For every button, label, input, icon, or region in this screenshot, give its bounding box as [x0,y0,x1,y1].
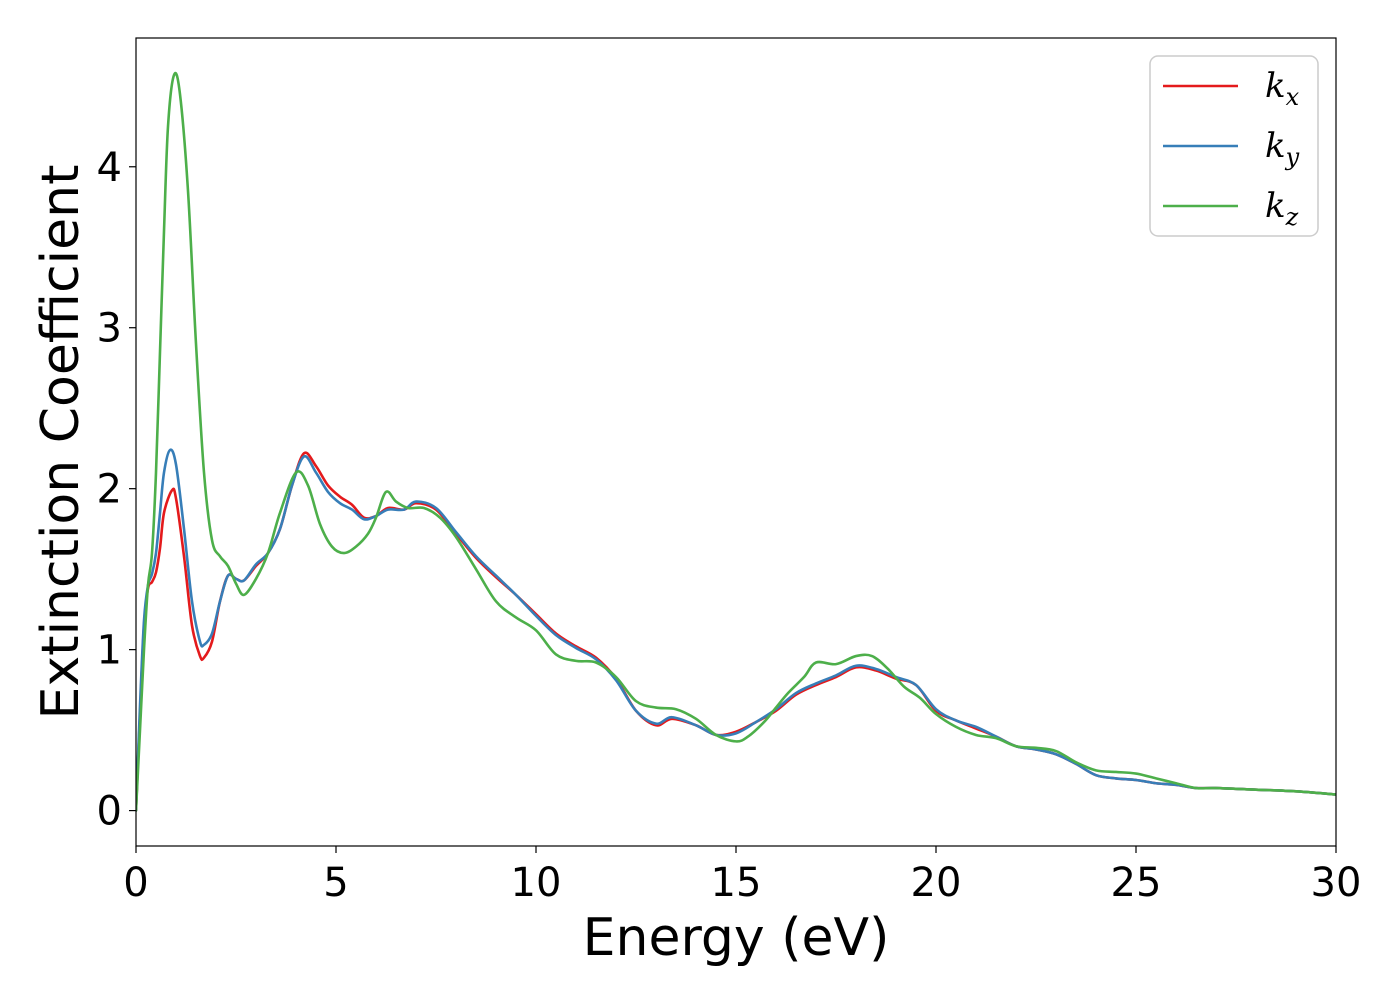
series-line-z [136,71,1336,812]
legend-label-x: kx [1265,66,1300,111]
y-tick-label: 4 [97,145,122,191]
legend: kx ky kz [1149,55,1319,237]
x-tick-label: 10 [511,860,562,906]
x-tick-label: 25 [1111,860,1162,906]
y-tick-label: 0 [97,789,122,835]
y-tick-label: 3 [97,306,122,352]
x-axis: 0 5 10 15 20 25 30 [123,846,1361,906]
x-tick-label: 5 [323,860,348,906]
x-tick-label: 15 [711,860,762,906]
x-axis-title: Energy (eV) [583,908,890,968]
legend-label-z: kz [1265,186,1299,231]
x-tick-label: 0 [123,860,148,906]
legend-label-y: ky [1265,126,1300,171]
y-axis-title: Extinction Coefficient [31,165,91,720]
y-tick-label: 2 [97,467,122,513]
y-axis: 0 1 2 3 4 [97,145,136,835]
x-tick-label: 30 [1311,860,1362,906]
plot-background [136,38,1336,846]
series-layer [136,71,1336,812]
y-tick-label: 1 [97,628,122,674]
x-tick-label: 20 [911,860,962,906]
